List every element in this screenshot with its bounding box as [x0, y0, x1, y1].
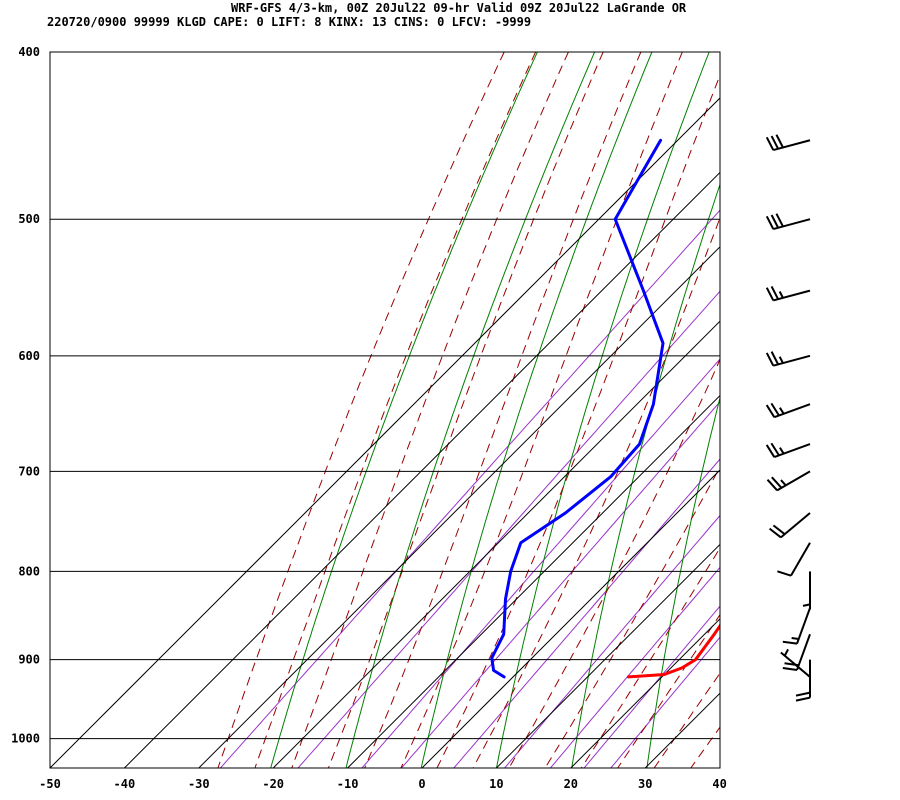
y-tick-label: 1000 — [11, 732, 40, 746]
y-tick-label: 400 — [18, 45, 40, 59]
isotherm-line — [272, 320, 720, 768]
x-tick-label: 30 — [638, 777, 652, 791]
mixing-ratio-line — [297, 290, 720, 768]
axis-labels: 400 500 600 700 800 900 1000 -50 -40 -30 -20 -10 0 10… — [11, 45, 727, 791]
dry-adiabat-line — [797, 52, 900, 768]
isotherm-line — [124, 171, 720, 768]
wind-barb — [795, 659, 811, 702]
plot-frame — [49, 51, 721, 769]
isotherm-line — [644, 692, 720, 768]
mixing-ratio-line — [504, 514, 720, 768]
wind-barb — [780, 648, 811, 678]
mixing-ratio-line — [453, 458, 720, 768]
wind-barb — [802, 571, 811, 610]
x-tick-label: -40 — [114, 777, 136, 791]
grid — [50, 51, 720, 768]
y-tick-label: 500 — [18, 212, 40, 226]
temperature-profile — [626, 623, 720, 679]
wind-barb — [766, 470, 811, 492]
dry-adiabat-line — [345, 52, 596, 768]
moist-adiabat-line — [617, 613, 720, 768]
isotherm-line — [570, 618, 720, 768]
dry-adiabat-line — [722, 52, 881, 768]
dry-adiabat-line — [420, 52, 653, 768]
mixing-ratio-line — [401, 401, 720, 768]
moist-adiabat-line — [580, 547, 720, 768]
wind-barbs — [765, 134, 811, 702]
chart-title: WRF-GFS 4/3-km, 00Z 20Jul22 09-hr Valid … — [231, 1, 687, 15]
x-tick-label: 40 — [712, 777, 726, 791]
chart-subtitle: 220720/0900 99999 KLGD CAPE: 0 LIFT: 8 K… — [47, 15, 531, 29]
isotherm-line — [347, 394, 720, 768]
wind-barb — [777, 542, 811, 577]
moist-adiabat-line — [327, 52, 604, 768]
x-tick-label: 20 — [564, 777, 578, 791]
dry-adiabat-line — [571, 182, 720, 768]
x-tick-label: -30 — [188, 777, 210, 791]
moist-adiabat-line — [364, 52, 642, 768]
x-tick-label: -20 — [262, 777, 284, 791]
dewpoint-profile — [490, 138, 665, 679]
mixing-ratio-line — [550, 566, 720, 768]
y-tick-label: 700 — [18, 464, 40, 478]
mixing-ratio-line — [361, 358, 720, 768]
isotherm-line — [421, 469, 720, 768]
mixing-ratio-line — [610, 636, 720, 768]
x-tick-label: 0 — [418, 777, 425, 791]
wind-barb — [765, 351, 811, 367]
x-tick-label: -10 — [337, 777, 359, 791]
y-tick-label: 600 — [18, 349, 40, 363]
wind-barb — [765, 213, 811, 231]
x-tick-label: 10 — [489, 777, 503, 791]
moist-adiabat-line — [653, 672, 720, 768]
wind-barb — [765, 402, 811, 419]
moist-adiabat-line — [436, 73, 720, 768]
y-tick-label: 900 — [18, 653, 40, 667]
y-tick-label: 800 — [18, 564, 40, 578]
x-tick-label: -50 — [39, 777, 61, 791]
moist-adiabat-line — [217, 52, 505, 768]
wind-barb — [765, 442, 811, 459]
mixing-ratio-line — [220, 209, 720, 768]
wind-barb — [765, 134, 811, 152]
moist-adiabat-line — [544, 466, 720, 768]
isotherm-line — [496, 543, 720, 768]
dry-adiabat-line — [495, 52, 710, 768]
wind-barb — [782, 607, 811, 645]
dry-adiabat-line — [646, 395, 720, 768]
moist-adiabat-line — [472, 216, 720, 768]
moist-adiabat-line — [508, 358, 720, 768]
dry-adiabat-line — [873, 52, 900, 768]
moist-adiabat-line — [291, 52, 569, 768]
isotherm-line — [50, 97, 720, 768]
dry-adiabat-line — [270, 52, 538, 768]
profiles — [490, 138, 720, 679]
moist-adiabat-line — [254, 52, 537, 768]
background-lines — [217, 52, 900, 768]
moist-adiabat-line — [400, 52, 683, 768]
isotherm-line — [198, 246, 720, 768]
wind-barb — [765, 285, 811, 302]
wind-barb — [768, 512, 811, 539]
